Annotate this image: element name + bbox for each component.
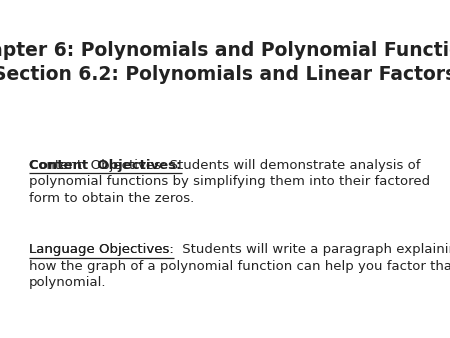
Text: Chapter 6: Polynomials and Polynomial Functions
Section 6.2: Polynomials and Lin: Chapter 6: Polynomials and Polynomial Fu… — [0, 41, 450, 84]
Text: Content  Objectives:: Content Objectives: — [29, 159, 182, 172]
Text: Language Objectives:  Students will write a paragraph explaining
how the graph o: Language Objectives: Students will write… — [29, 243, 450, 289]
Text: Language Objectives:: Language Objectives: — [29, 243, 174, 256]
Text: Content  Objectives: Students will demonstrate analysis of
polynomial functions : Content Objectives: Students will demons… — [29, 159, 430, 205]
